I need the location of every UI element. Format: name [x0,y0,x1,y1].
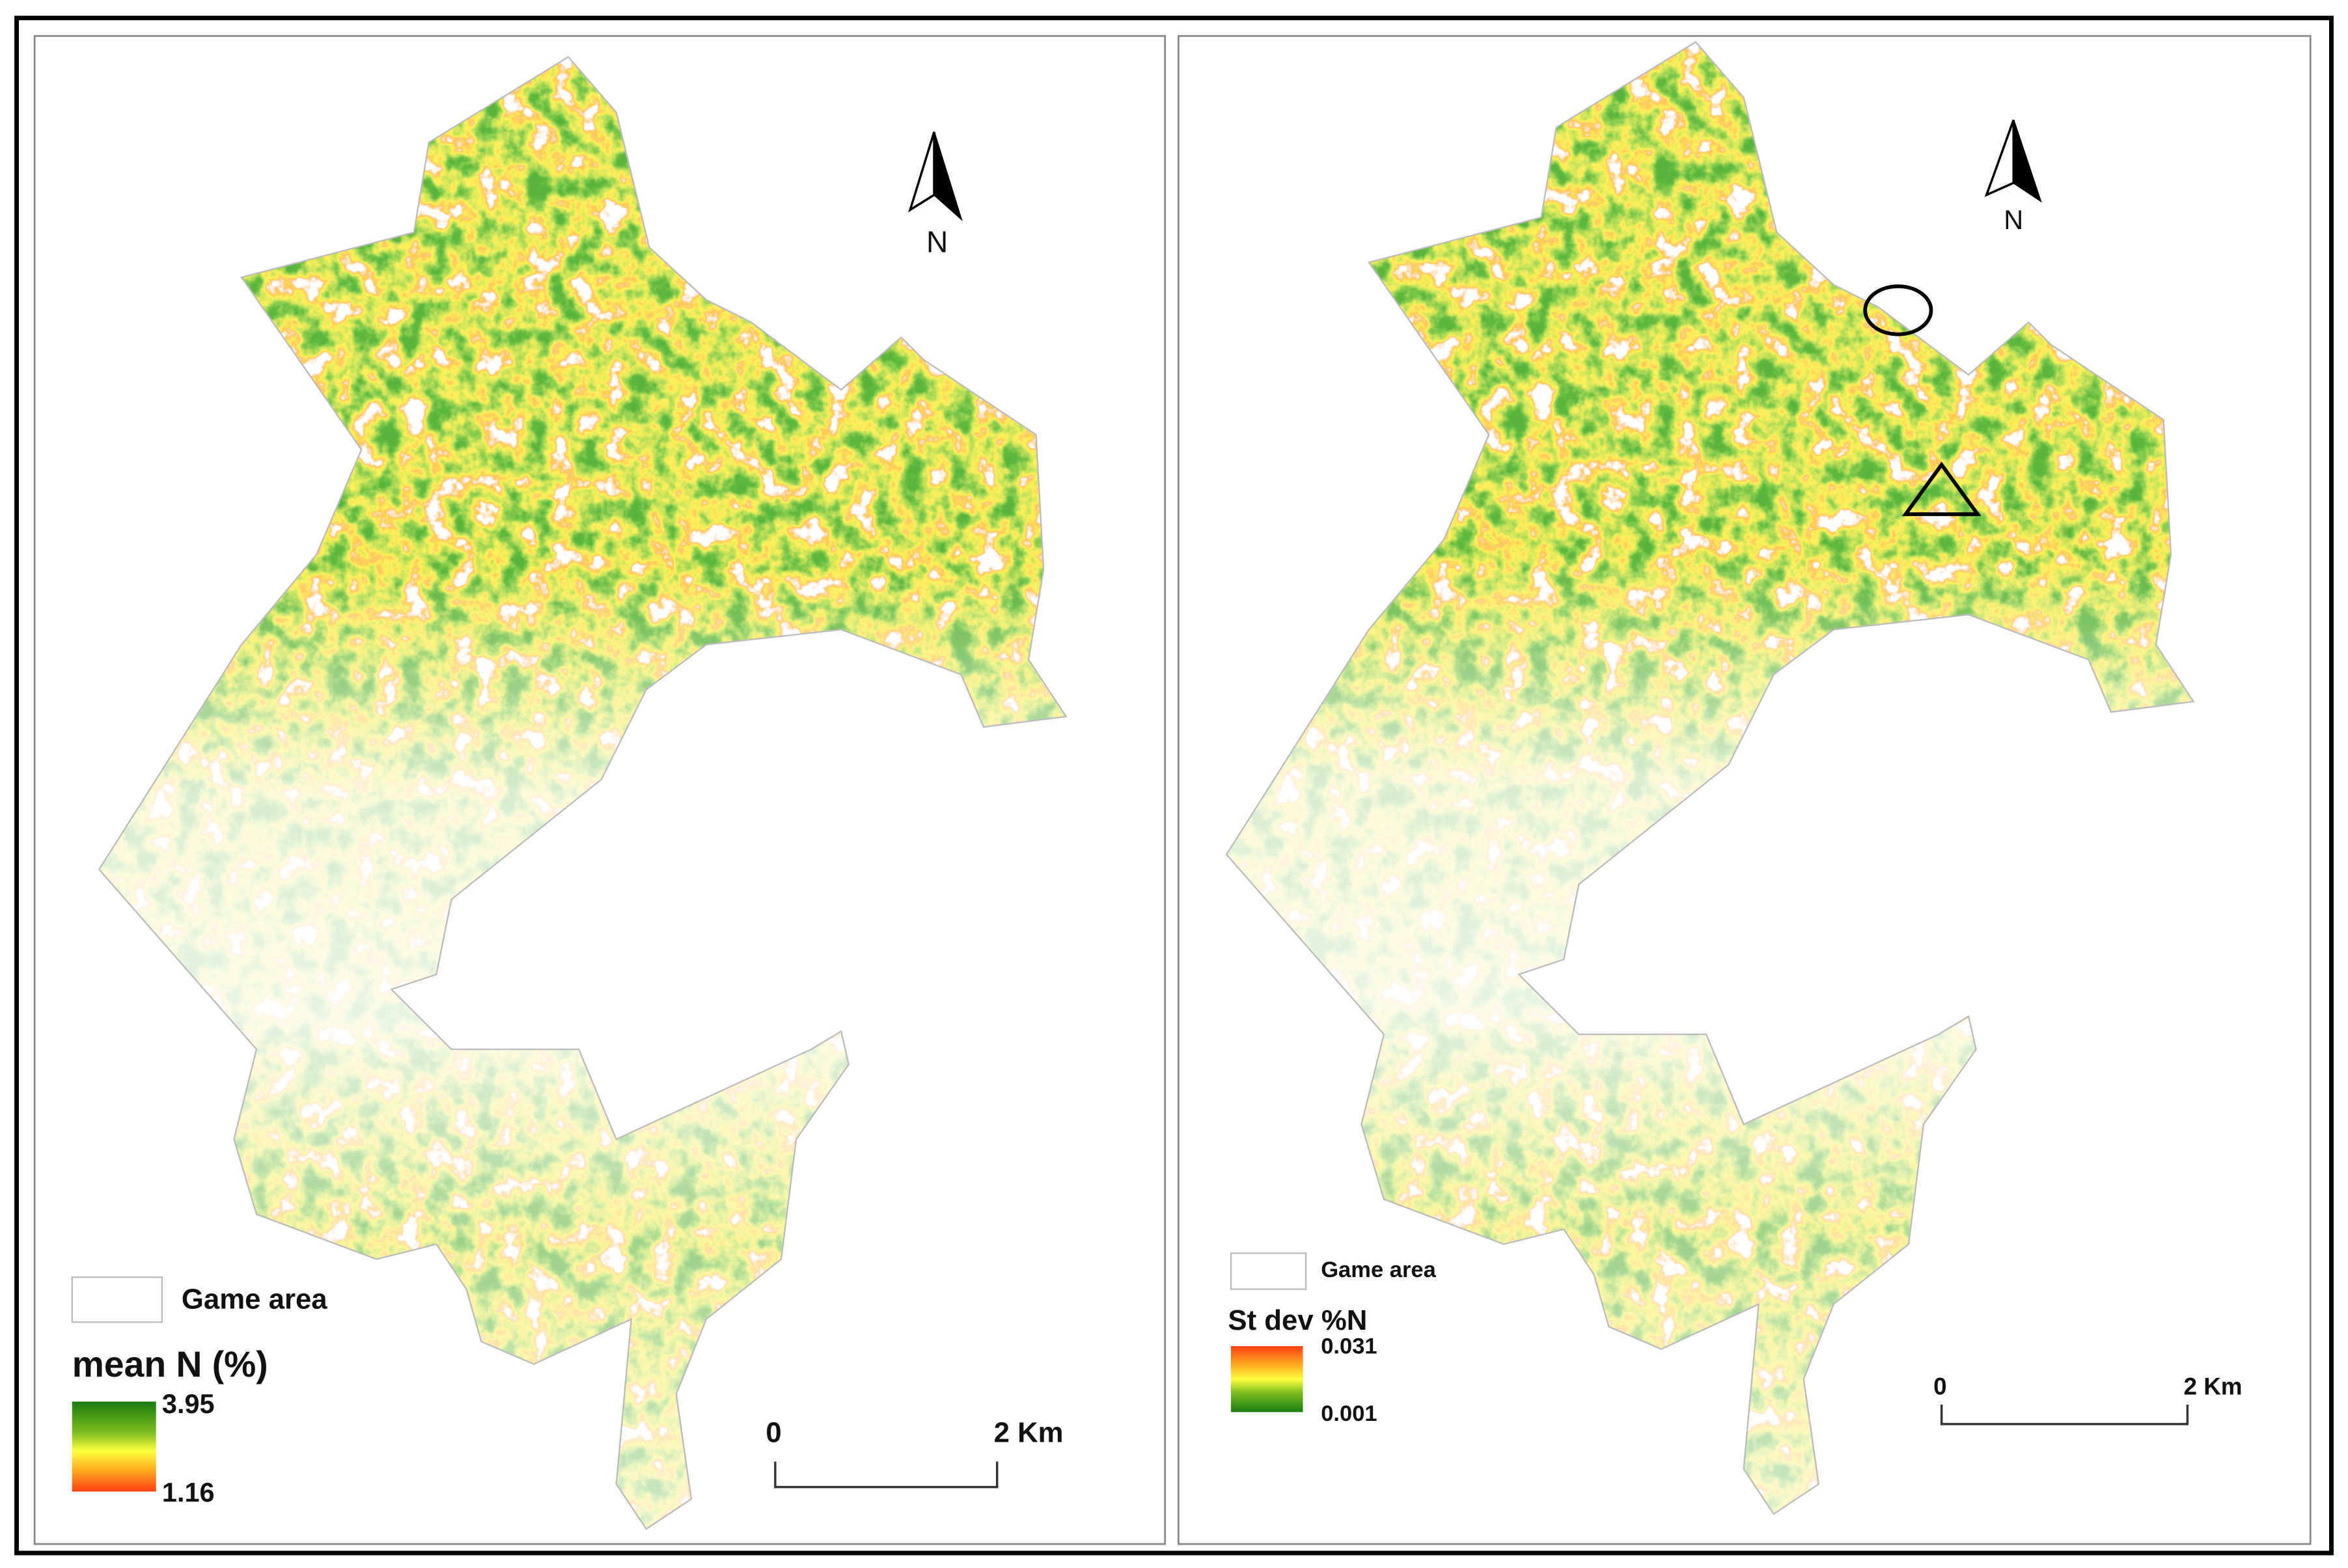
legend-max: 3.95 [162,1388,215,1419]
north-arrow [2013,119,2042,203]
north-arrow [933,131,963,221]
marker-ellipse [1863,284,1933,337]
scale-start: 0 [1933,1373,1946,1399]
legend-label: Game area [182,1284,327,1315]
legend-ramp [72,1401,156,1492]
legend-title: St dev %N [1228,1304,1367,1336]
legend-swatch [71,1276,163,1323]
scale-bar [1940,1404,2189,1425]
north-label: N [2004,204,2023,235]
legend-max: 0.031 [1321,1334,1377,1359]
panel-sd: N Game area St dev %N 0.031 0.001 0 2 Km [1178,30,2312,1545]
scale-start: 0 [766,1417,781,1449]
north-label: N [926,225,948,259]
legend-swatch [1230,1252,1307,1290]
legend-ramp [1231,1346,1303,1412]
legend-label: Game area [1321,1258,1436,1282]
scale-end: 2 Km [2183,1373,2242,1399]
panel-mean: N Game area mean N (%) 3.95 1.16 0 2 Km [33,34,1167,1545]
legend-min: 1.16 [162,1477,215,1507]
legend-title: mean N (%) [72,1344,268,1384]
scale-end: 2 Km [994,1417,1064,1449]
marker-triangle [1901,461,1982,516]
scale-bar [774,1461,999,1489]
legend-min: 0.001 [1321,1401,1377,1426]
